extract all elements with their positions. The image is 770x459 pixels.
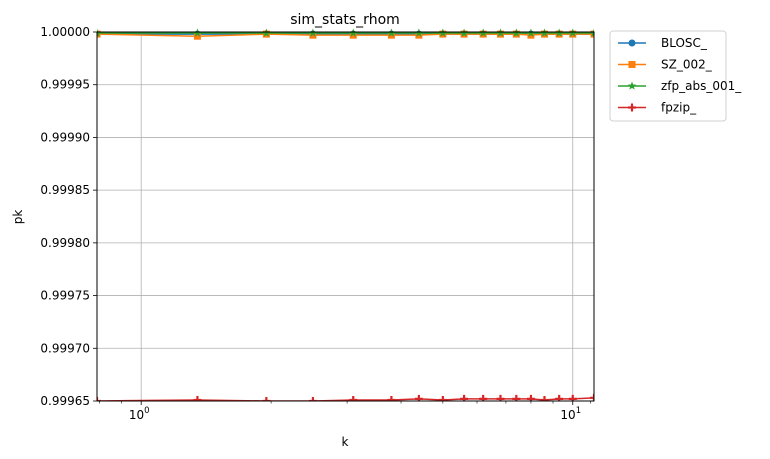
data-point — [349, 395, 358, 401]
data-point — [540, 28, 549, 37]
legend-entry: fpzip_ — [618, 101, 697, 115]
data-point — [590, 393, 594, 401]
data-point — [568, 28, 578, 37]
series-zfp-abs-001 — [97, 28, 594, 37]
data-point — [526, 394, 535, 401]
data-point — [387, 31, 395, 39]
data-point — [348, 28, 358, 37]
data-point — [627, 81, 637, 90]
y-tick-label: 0.99975 — [40, 289, 90, 303]
legend: BLOSC_ SZ_002_ zfp_abs_001_ fpzip_ — [609, 30, 742, 122]
data-point — [414, 394, 423, 401]
data-point — [628, 103, 636, 112]
data-point — [309, 31, 317, 39]
x-tick-label: 101 — [560, 406, 581, 422]
data-point — [349, 31, 357, 39]
data-point — [478, 28, 488, 37]
y-axis-label: pk — [11, 210, 25, 225]
data-point — [496, 394, 505, 401]
data-point — [262, 28, 271, 37]
data-point — [526, 28, 536, 37]
data-point — [512, 28, 521, 37]
data-point — [97, 28, 102, 37]
data-point — [308, 397, 317, 401]
data-point — [496, 28, 505, 37]
data-point — [554, 28, 564, 37]
data-point — [479, 394, 488, 401]
data-point — [308, 28, 318, 37]
series-fpzip — [97, 393, 594, 401]
x-tick-exponent: 0 — [144, 406, 149, 416]
data-point — [438, 395, 447, 401]
y-tick-label: 0.99970 — [40, 341, 90, 355]
x-axis: 100 101 — [99, 401, 591, 422]
x-tick-exponent: 1 — [576, 406, 581, 416]
data-point — [568, 394, 577, 401]
data-point — [415, 31, 423, 39]
x-tick-label: 100 — [129, 406, 150, 422]
data-point — [460, 394, 469, 401]
legend-label: BLOSC_ — [661, 36, 708, 50]
data-point — [387, 28, 396, 37]
y-tick-label: 0.99965 — [40, 394, 90, 408]
legend-entry: SZ_002_ — [618, 58, 713, 72]
x-axis-label: k — [342, 435, 349, 449]
legend-label: SZ_002_ — [661, 58, 713, 72]
legend-entry: zfp_abs_001_ — [618, 79, 742, 93]
data-point — [414, 28, 424, 37]
legend-frame — [609, 30, 727, 122]
data-point — [540, 395, 549, 401]
data-point — [193, 28, 202, 37]
data-point — [628, 61, 636, 68]
y-tick-label: 0.99995 — [40, 78, 90, 92]
data-point — [387, 395, 396, 401]
x-tick-base: 10 — [129, 408, 144, 422]
data-point — [628, 39, 636, 47]
data-point — [459, 28, 469, 37]
y-tick-label: 0.99985 — [40, 183, 90, 197]
y-tick-label: 0.99990 — [40, 130, 90, 144]
y-tick-label: 1.00000 — [40, 25, 90, 39]
legend-entry: BLOSC_ — [618, 36, 708, 50]
legend-label: fpzip_ — [661, 101, 697, 115]
data-point — [512, 394, 521, 401]
data-point — [589, 28, 594, 37]
data-point — [193, 32, 201, 40]
data-point — [438, 28, 448, 37]
data-point — [262, 397, 271, 401]
data-point — [555, 394, 564, 401]
y-tick-label: 0.99980 — [40, 236, 90, 250]
data-point — [193, 395, 202, 401]
legend-label: zfp_abs_001_ — [661, 79, 742, 93]
data-point — [527, 31, 535, 39]
plot-frame — [96, 31, 595, 402]
x-tick-base: 10 — [560, 408, 575, 422]
y-axis: 0.99965 0.99970 0.99975 0.99980 0.99985 0.999… — [40, 25, 97, 408]
chart-title: sim_stats_rhom — [290, 12, 400, 28]
